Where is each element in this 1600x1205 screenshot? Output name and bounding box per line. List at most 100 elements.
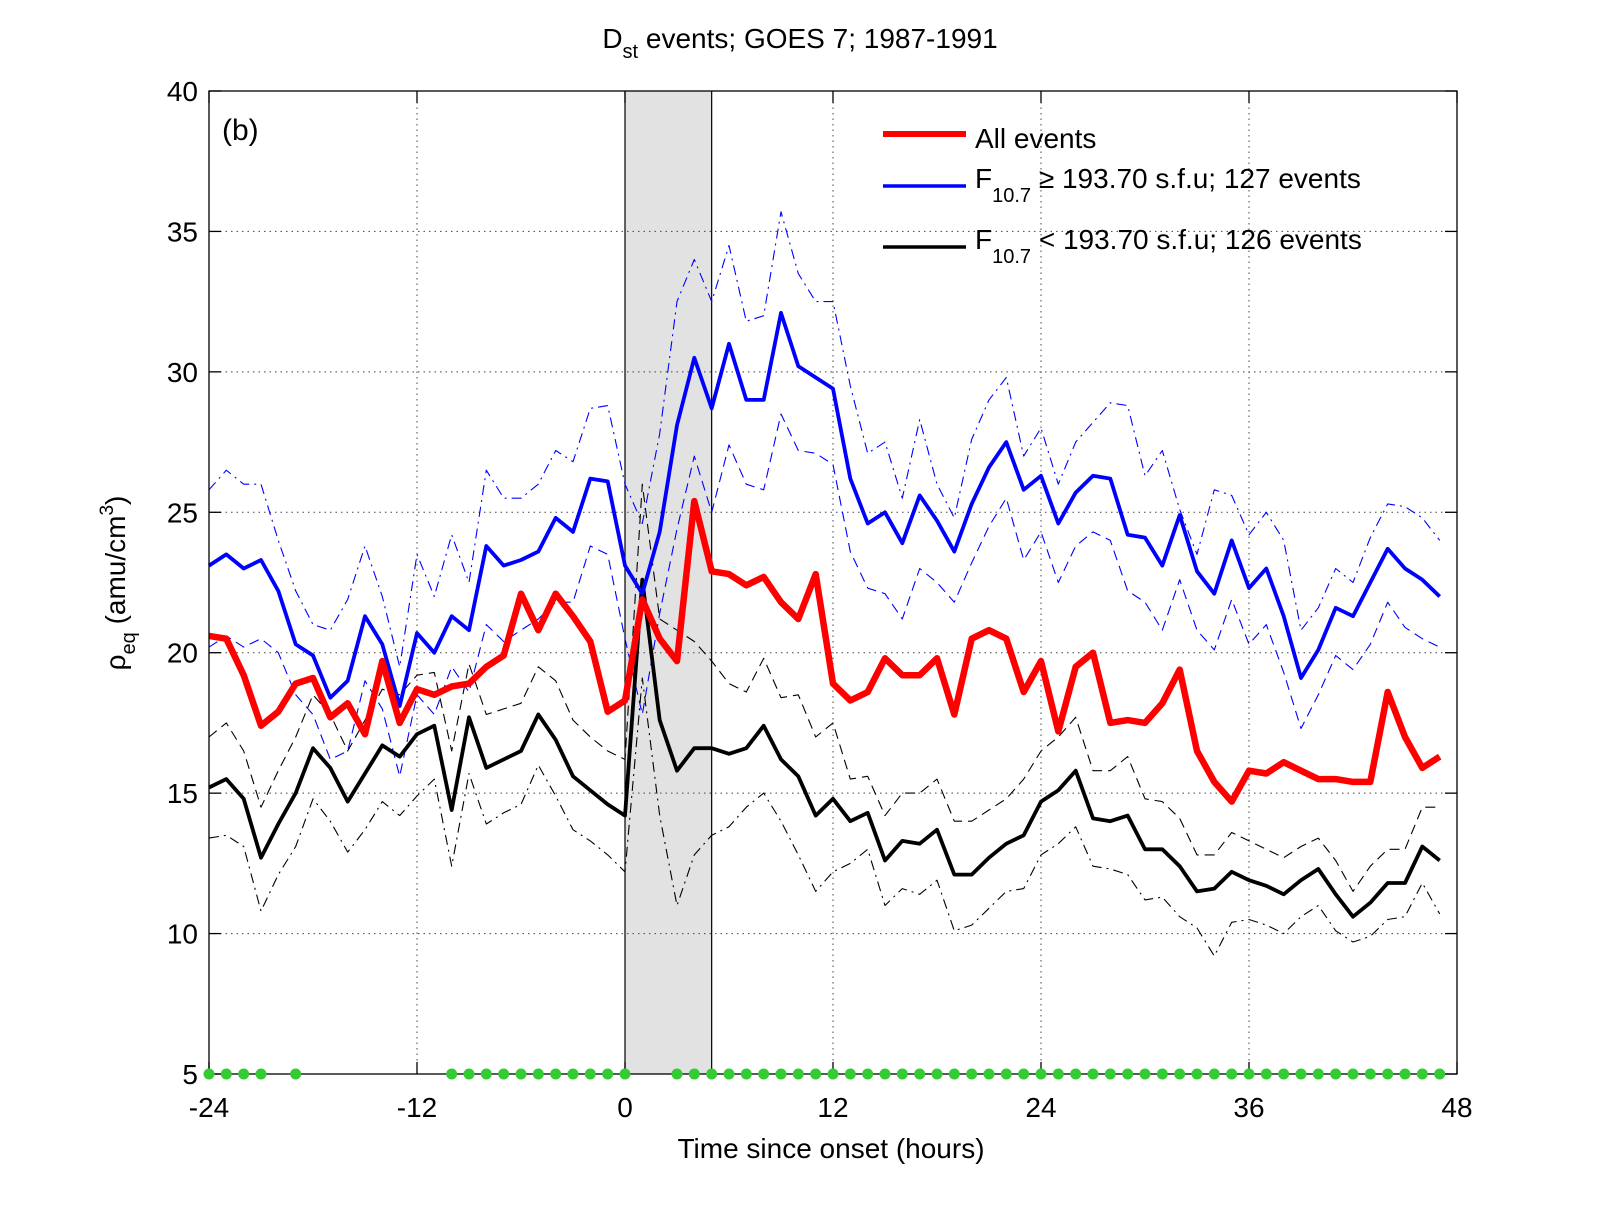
significance-marker — [1312, 1068, 1324, 1080]
significance-marker — [515, 1068, 527, 1080]
significance-marker — [914, 1068, 926, 1080]
significance-marker — [446, 1068, 458, 1080]
y-axis-label-close: ) — [100, 496, 131, 505]
significance-marker — [532, 1068, 544, 1080]
significance-marker — [1260, 1068, 1272, 1080]
x-tick-label: -24 — [189, 1092, 229, 1123]
x-tick-label: -12 — [397, 1092, 437, 1123]
x-tick-label: 36 — [1233, 1092, 1264, 1123]
series-line-lower-bound-black — [208, 677, 1441, 957]
significance-marker — [1174, 1068, 1186, 1080]
series-line-upper-bound-black — [208, 483, 1440, 892]
significance-marker — [550, 1068, 562, 1080]
significance-marker — [498, 1068, 510, 1080]
significance-marker — [1122, 1068, 1134, 1080]
significance-marker — [220, 1068, 232, 1080]
significance-marker — [740, 1068, 752, 1080]
series-line-upper-bound-blue — [208, 211, 1441, 668]
significance-marker — [1382, 1068, 1394, 1080]
significance-marker — [1243, 1068, 1255, 1080]
legend-label-high-main: F — [975, 163, 992, 194]
significance-marker — [1226, 1068, 1238, 1080]
significance-marker — [567, 1068, 579, 1080]
chart-title-rest: events; GOES 7; 1987-1991 — [638, 23, 998, 54]
chart-title-sub: st — [623, 41, 639, 63]
legend-label-low-main: F — [975, 224, 992, 255]
x-tick-label: 24 — [1025, 1092, 1056, 1123]
chart-title-main: D — [602, 23, 622, 54]
significance-marker — [723, 1068, 735, 1080]
significance-marker — [203, 1068, 215, 1080]
significance-marker — [671, 1068, 683, 1080]
x-axis-label: Time since onset (hours) — [677, 1133, 984, 1164]
significance-marker — [290, 1068, 302, 1080]
plot-area: -24 -12 0 12 24 36 48 5 10 15 20 25 30 35 40 — [167, 76, 1473, 1123]
legend-label-low-sub: 10.7 — [992, 246, 1031, 268]
significance-marker — [966, 1068, 978, 1080]
legend-label-low-f107: F10.7 < 193.70 s.f.u; 126 events — [975, 224, 1362, 268]
legend-label-low-rest: < 193.70 s.f.u; 126 events — [1031, 224, 1362, 255]
significance-marker — [896, 1068, 908, 1080]
legend-label-all-main: All events — [975, 123, 1096, 154]
significance-marker — [619, 1068, 631, 1080]
legend-label-high-rest: ≥ 193.70 s.f.u; 127 events — [1031, 163, 1361, 194]
series-line-high-f107 — [207, 310, 1442, 708]
x-tick-label: 12 — [817, 1092, 848, 1123]
x-tick-label: 0 — [617, 1092, 633, 1123]
significance-marker — [844, 1068, 856, 1080]
legend-label-all-events: All events — [975, 123, 1096, 154]
significance-marker — [1018, 1068, 1030, 1080]
significance-marker — [931, 1068, 943, 1080]
significance-marker — [602, 1068, 614, 1080]
series-line-low-f107 — [208, 577, 1441, 919]
significance-marker — [1087, 1068, 1099, 1080]
significance-marker — [584, 1068, 596, 1080]
significance-marker — [1139, 1068, 1151, 1080]
series-line-all-events — [208, 497, 1442, 805]
significance-marker — [1104, 1068, 1116, 1080]
series-line-lower-bound-blue — [208, 413, 1440, 777]
significance-marker — [1191, 1068, 1203, 1080]
y-tick-label: 30 — [167, 357, 198, 388]
significance-marker — [1000, 1068, 1012, 1080]
significance-marker — [1208, 1068, 1220, 1080]
significance-marker — [758, 1068, 770, 1080]
significance-marker — [255, 1068, 267, 1080]
legend-label-high-f107: F10.7 ≥ 193.70 s.f.u; 127 events — [975, 163, 1361, 207]
significance-marker — [948, 1068, 960, 1080]
significance-marker — [862, 1068, 874, 1080]
y-axis-label-main: ρ — [100, 654, 131, 670]
significance-marker — [1330, 1068, 1342, 1080]
y-tick-label: 25 — [167, 497, 198, 528]
y-tick-label: 5 — [182, 1059, 198, 1090]
significance-marker — [775, 1068, 787, 1080]
significance-marker — [238, 1068, 250, 1080]
significance-marker — [706, 1068, 718, 1080]
significance-marker — [1295, 1068, 1307, 1080]
significance-marker — [792, 1068, 804, 1080]
legend-label-high-sub: 10.7 — [992, 185, 1031, 207]
y-tick-label: 10 — [167, 919, 198, 950]
significance-marker — [463, 1068, 475, 1080]
significance-marker — [983, 1068, 995, 1080]
significance-marker — [1070, 1068, 1082, 1080]
significance-marker — [1278, 1068, 1290, 1080]
significance-marker — [879, 1068, 891, 1080]
x-tick-label: 48 — [1441, 1092, 1472, 1123]
y-tick-label: 20 — [167, 638, 198, 669]
legend: All events F10.7 ≥ 193.70 s.f.u; 127 eve… — [883, 123, 1362, 268]
significance-marker — [1156, 1068, 1168, 1080]
panel-label: (b) — [222, 114, 259, 147]
significance-marker — [1347, 1068, 1359, 1080]
y-axis-label-rest: (amu/cm — [100, 516, 131, 633]
significance-marker — [688, 1068, 700, 1080]
significance-marker — [1364, 1068, 1376, 1080]
y-axis-label-sub: eq — [118, 632, 140, 654]
y-tick-label: 15 — [167, 778, 198, 809]
onset-shaded-interval — [625, 91, 712, 1074]
y-axis-label-sup: 3 — [97, 505, 118, 516]
significance-marker — [1035, 1068, 1047, 1080]
significance-marker — [810, 1068, 822, 1080]
